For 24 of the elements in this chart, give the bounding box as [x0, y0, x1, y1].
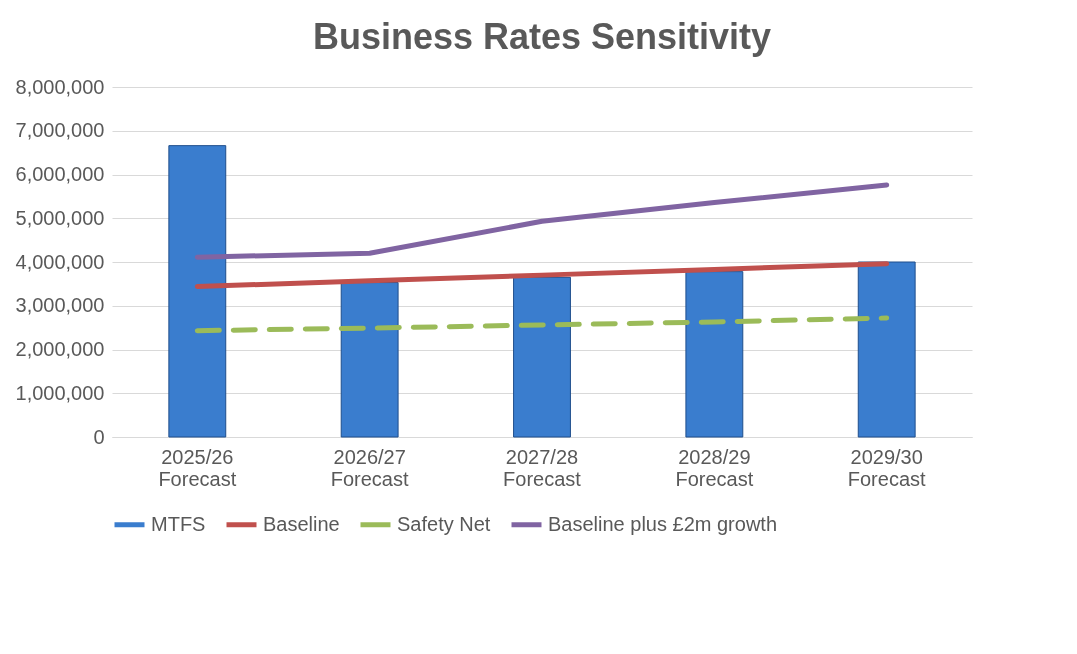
y-tick-label: 8,000,000 — [15, 75, 105, 98]
legend-label: Baseline — [263, 512, 340, 535]
bar — [685, 271, 744, 438]
y-tick-label: 3,000,000 — [15, 294, 105, 317]
x-tick-label: 2027/28 Forecast — [503, 445, 582, 490]
legend-label: Safety Net — [397, 512, 491, 535]
x-tick-label: 2028/29 Forecast — [675, 445, 754, 490]
bar — [857, 261, 916, 438]
bar — [340, 282, 399, 438]
y-tick-label: 7,000,000 — [15, 119, 105, 142]
y-tick-label: 6,000,000 — [15, 163, 105, 185]
bar — [168, 145, 227, 438]
bar — [513, 276, 571, 438]
y-tick-label: 0 — [93, 425, 105, 448]
x-tick-label: 2029/30 Forecast — [847, 445, 927, 490]
y-tick-label: 4,000,000 — [15, 250, 105, 273]
chart-title: Business Rates Sensitivity — [312, 16, 772, 57]
y-tick-label: 1,000,000 — [15, 381, 105, 404]
legend-label: MTFS — [151, 512, 206, 535]
x-tick-label: 2025/26 Forecast — [158, 445, 237, 490]
y-tick-label: 5,000,000 — [15, 206, 105, 229]
x-tick-label: 2026/27 Forecast — [330, 445, 409, 490]
y-tick-label: 2,000,000 — [15, 338, 105, 360]
legend-label: Baseline plus £2m growth — [548, 512, 778, 535]
